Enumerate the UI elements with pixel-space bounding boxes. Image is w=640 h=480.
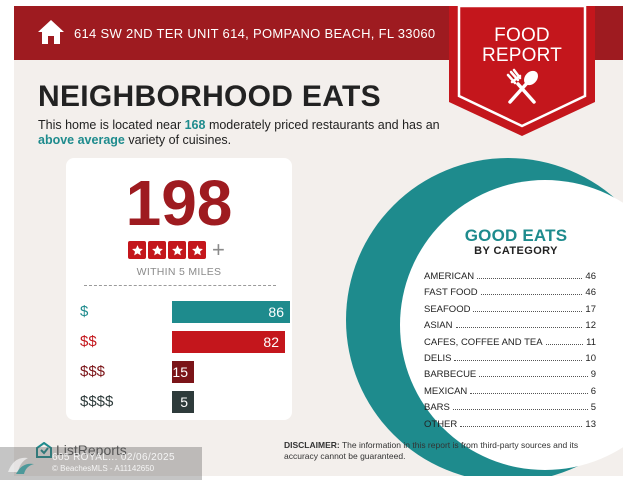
logo-text: ListReports xyxy=(56,442,127,458)
disclaimer-label: DISCLAIMER: xyxy=(284,440,340,450)
dot-leader xyxy=(452,409,588,411)
price-level-label: $ xyxy=(80,303,89,320)
listreports-logo: ListReports xyxy=(36,442,127,458)
category-row: BARS 5 xyxy=(424,399,596,413)
intro-part3: variety of cuisines. xyxy=(124,133,232,147)
category-row: DELIS 10 xyxy=(424,350,596,364)
dot-leader xyxy=(545,343,584,345)
category-count: 12 xyxy=(585,320,596,332)
category-name: ASIAN xyxy=(424,320,453,332)
category-count: 11 xyxy=(586,336,596,348)
watermark-line2: © BeachesMLS - A11142650 xyxy=(52,464,155,473)
category-count: 5 xyxy=(590,402,596,414)
category-name: AMERICAN xyxy=(424,271,475,282)
category-count: 9 xyxy=(590,369,596,381)
disclaimer-text: The information in this report is from t… xyxy=(284,440,579,461)
category-name: SEAFOOD xyxy=(424,303,471,315)
mls-watermark xyxy=(0,447,202,480)
star-icon xyxy=(128,241,146,259)
variety-level: above average xyxy=(38,133,125,147)
category-row: OTHER 13 xyxy=(424,416,596,430)
total-restaurants: 198 xyxy=(125,167,233,239)
category-circle xyxy=(400,180,623,470)
star-icon xyxy=(188,241,206,259)
food-report-badge xyxy=(449,6,595,136)
category-row: ASIAN 12 xyxy=(424,317,596,331)
price-bar: 86 xyxy=(172,301,290,323)
card-divider xyxy=(84,285,276,286)
good-eats-title: GOOD EATS xyxy=(464,226,568,245)
badge-line1: FOOD xyxy=(494,25,550,46)
category-name: OTHER xyxy=(424,418,458,430)
property-address: 614 SW 2ND TER UNIT 614, POMPANO BEACH, … xyxy=(74,26,436,41)
watermark-line1: 605 ROYAL... 02/06/2025 xyxy=(52,452,175,463)
category-name: CAFES, COFFEE AND TEA xyxy=(424,336,543,348)
star-rating: + xyxy=(128,237,225,262)
category-count: 17 xyxy=(585,303,596,315)
category-name: MEXICAN xyxy=(424,385,468,397)
price-row: $$ 82 xyxy=(80,331,285,353)
plus-icon: + xyxy=(212,237,225,262)
price-level-label: $$ xyxy=(80,333,97,350)
category-row: AMERICAN 46 xyxy=(424,268,596,282)
dot-leader xyxy=(455,327,583,329)
intro-part2: moderately priced restaurants and has an xyxy=(205,118,440,132)
fork-spoon-icon xyxy=(506,68,538,104)
category-count: 6 xyxy=(590,385,596,397)
category-count: 10 xyxy=(585,353,596,364)
page-title: NEIGHBORHOOD EATS xyxy=(38,80,381,113)
category-row: FAST FOOD 46 xyxy=(424,284,596,298)
price-bar: 82 xyxy=(172,331,285,353)
intro-text: This home is located near 168 moderately… xyxy=(38,118,458,148)
category-name: BARS xyxy=(424,402,450,414)
category-row: CAFES, COFFEE AND TEA 11 xyxy=(424,334,596,348)
price-bar: 5 xyxy=(172,391,194,413)
dot-leader xyxy=(479,376,588,378)
price-level-label: $$$ xyxy=(80,363,106,380)
category-count: 13 xyxy=(585,418,596,430)
price-row: $$$ 15 xyxy=(80,361,280,383)
dot-leader xyxy=(460,425,583,427)
food-report-page: 614 SW 2ND TER UNIT 614, POMPANO BEACH, … xyxy=(14,6,623,476)
category-name: DELIS xyxy=(424,353,452,364)
price-row: $$$$ 5 xyxy=(80,391,280,413)
intro-part1: This home is located near xyxy=(38,118,185,132)
price-bar: 15 xyxy=(172,361,194,383)
dot-leader xyxy=(470,392,588,394)
category-row: BARBECUE 9 xyxy=(424,366,596,380)
category-name: BARBECUE xyxy=(424,369,477,381)
category-name: FAST FOOD xyxy=(424,287,478,299)
dot-leader xyxy=(473,310,583,312)
home-icon xyxy=(38,20,64,44)
listreports-logo-icon xyxy=(36,442,52,458)
disclaimer: DISCLAIMER: The information in this repo… xyxy=(284,440,604,462)
good-eats-subtitle: BY CATEGORY xyxy=(474,245,558,257)
category-row: MEXICAN 6 xyxy=(424,383,596,397)
star-icon xyxy=(168,241,186,259)
price-row: $86 xyxy=(80,301,290,323)
price-card: 198 + WITHIN 5 MILES $86 $$ 82 $$$ 15 $$$$ 5 xyxy=(66,158,292,420)
radius-label: WITHIN 5 MILES xyxy=(136,266,222,278)
star-icon xyxy=(148,241,166,259)
category-count: 46 xyxy=(585,271,596,282)
badge-line2: REPORT xyxy=(481,45,563,66)
dot-leader xyxy=(480,294,583,296)
mls-watermark-icon xyxy=(8,457,34,474)
restaurant-count: 168 xyxy=(184,118,206,132)
price-level-label: $$$$ xyxy=(80,393,114,410)
category-count: 46 xyxy=(585,287,596,299)
dot-leader xyxy=(454,360,583,361)
badge-title: FOOD REPORT xyxy=(449,26,595,66)
dot-leader xyxy=(477,278,583,279)
category-row: SEAFOOD 17 xyxy=(424,301,596,315)
